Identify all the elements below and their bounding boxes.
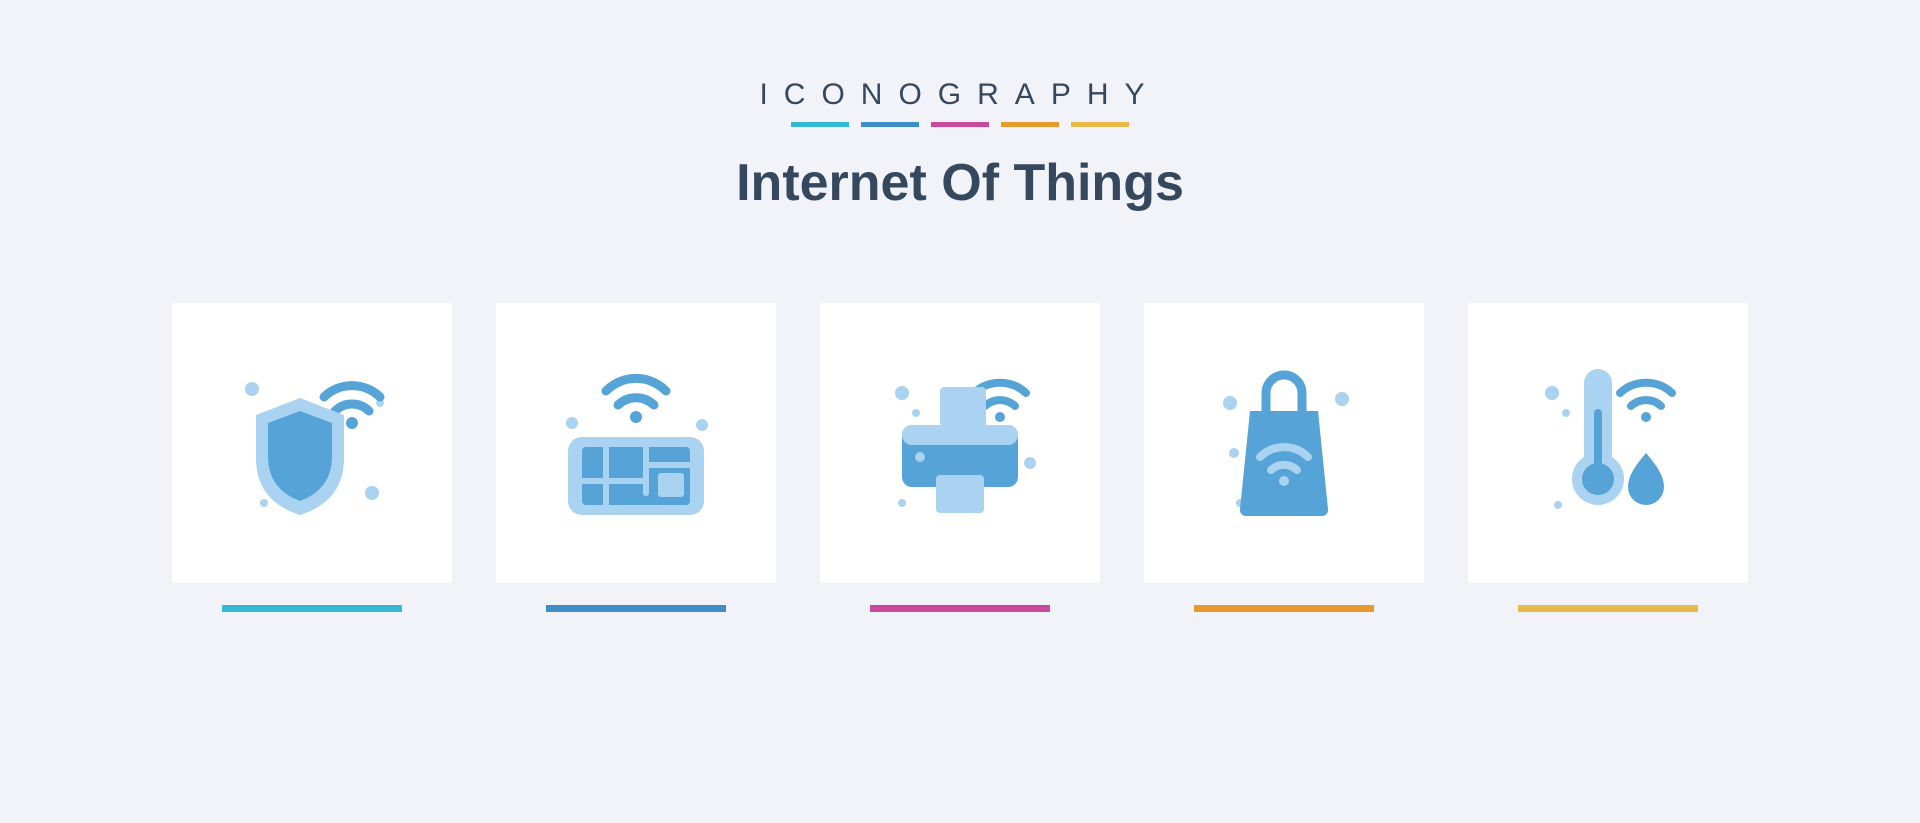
card-underline: [870, 605, 1050, 612]
brand-bar: [861, 122, 919, 127]
brand-bar: [791, 122, 849, 127]
icon-card-box: [1468, 303, 1748, 583]
icon-card-row: [172, 303, 1748, 612]
page-title: Internet Of Things: [736, 153, 1184, 213]
icon-card-box: [172, 303, 452, 583]
icon-card-box: [820, 303, 1100, 583]
icon-card: [820, 303, 1100, 612]
brand-bar: [1071, 122, 1129, 127]
brand-bar: [931, 122, 989, 127]
icon-card-box: [496, 303, 776, 583]
card-underline: [1194, 605, 1374, 612]
icon-card: [172, 303, 452, 612]
card-underline: [222, 605, 402, 612]
card-underline: [546, 605, 726, 612]
icon-card: [1144, 303, 1424, 612]
brand-accent-bars: [736, 122, 1184, 127]
map-wifi-icon: [546, 353, 726, 533]
header: ICONOGRAPHY Internet Of Things: [736, 78, 1184, 213]
icon-card: [496, 303, 776, 612]
bag-wifi-icon: [1194, 353, 1374, 533]
brand-bar: [1001, 122, 1059, 127]
icon-card: [1468, 303, 1748, 612]
printer-wifi-icon: [870, 353, 1050, 533]
brand-label: ICONOGRAPHY: [736, 78, 1184, 112]
shield-wifi-icon: [222, 353, 402, 533]
card-underline: [1518, 605, 1698, 612]
icon-card-box: [1144, 303, 1424, 583]
thermometer-wifi-icon: [1518, 353, 1698, 533]
